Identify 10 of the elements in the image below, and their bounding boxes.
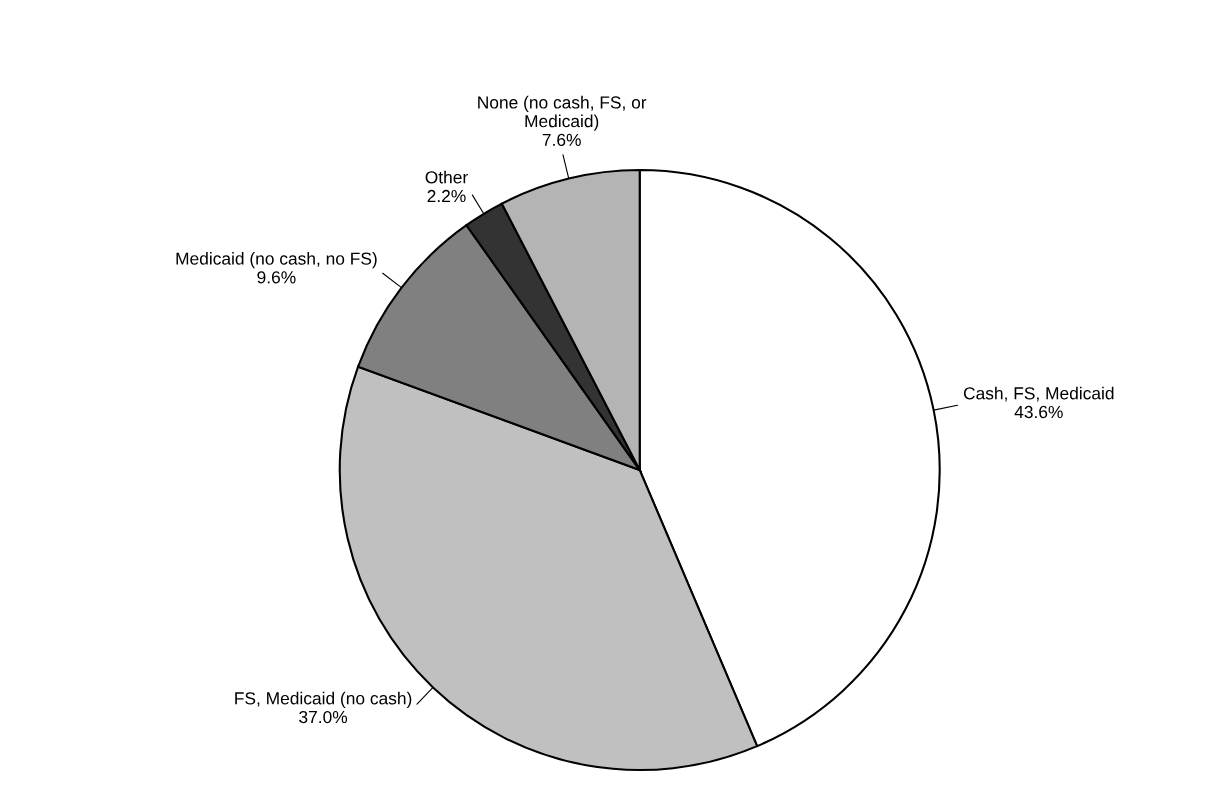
data-label: 43.6% [1014, 405, 1063, 419]
slice-label: Other [425, 170, 468, 184]
slice-label: Medicaid (no cash, no FS) [176, 252, 377, 269]
slice-label: None (no cash, FS, or Medicaid) [478, 95, 647, 131]
data-label: 7.6% [542, 133, 581, 146]
data-label: 37.0% [299, 710, 348, 724]
data-label: 2.2% [427, 189, 466, 203]
data-label: 9.6% [257, 271, 296, 284]
slice-label: Cash, FS, Medicaid [963, 386, 1114, 402]
slice-label: FS, Medicaid (no cash) [235, 691, 412, 708]
